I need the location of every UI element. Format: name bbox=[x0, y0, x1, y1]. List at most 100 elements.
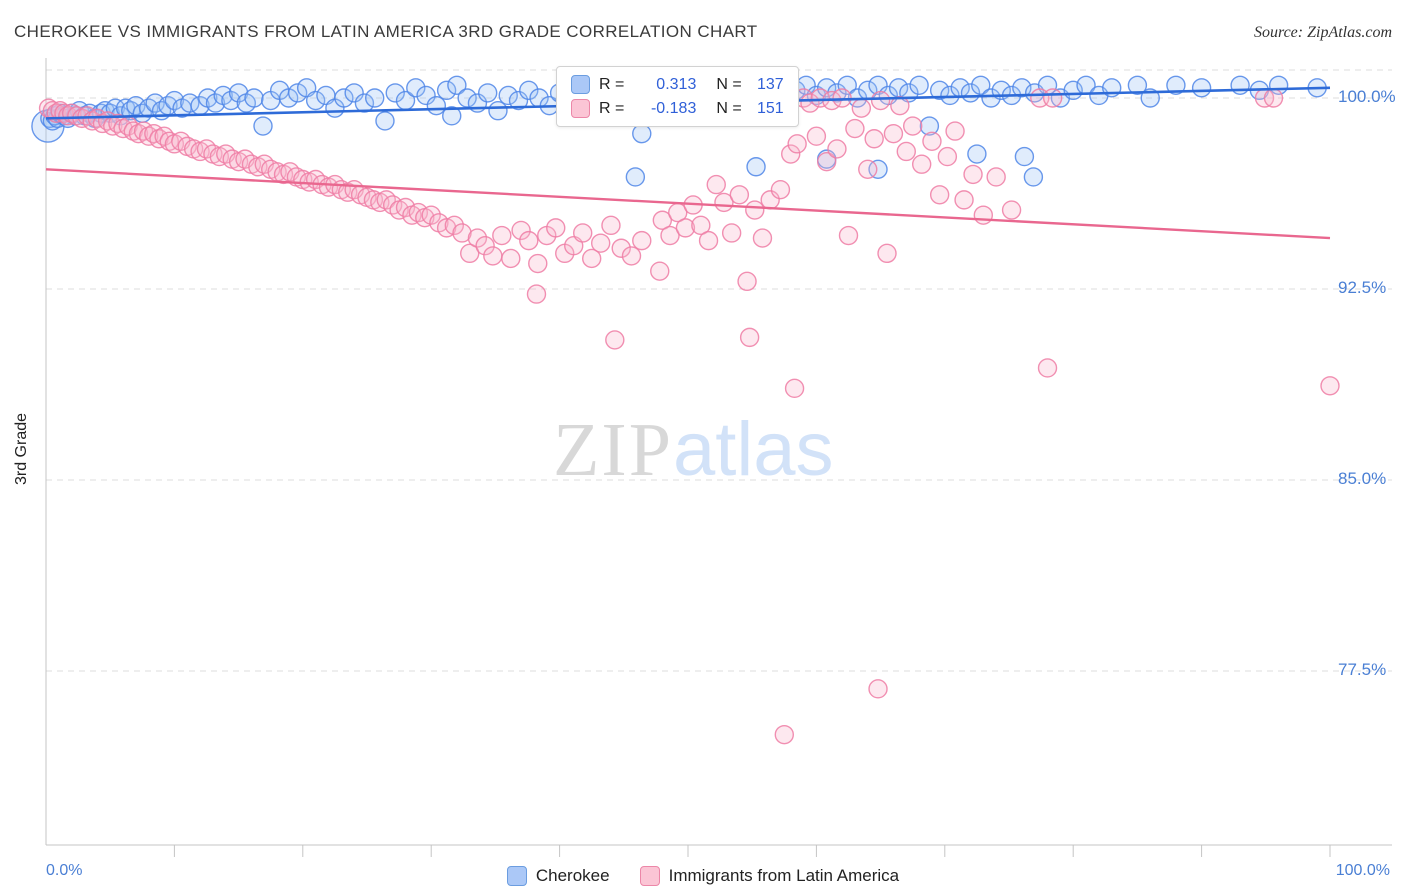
scatter-point-latin-america bbox=[868, 679, 888, 699]
y-axis-tick-labels: 100.0% 92.5% 85.0% 77.5% bbox=[1338, 0, 1406, 892]
scatter-point-cherokee bbox=[498, 85, 518, 106]
y-tick-label-100: 100.0% bbox=[1338, 87, 1396, 106]
scatter-point-cherokee bbox=[919, 116, 940, 136]
scatter-point-cherokee bbox=[967, 144, 987, 164]
scatter-point-latin-america bbox=[806, 126, 827, 146]
scatter-point-latin-america bbox=[511, 220, 531, 241]
scatter-point-latin-america bbox=[467, 228, 488, 248]
scatter-point-latin-america bbox=[632, 230, 652, 251]
watermark-zip: ZIP bbox=[553, 408, 673, 492]
scatter-point-latin-america bbox=[827, 139, 847, 159]
scatter-point-latin-america bbox=[421, 205, 441, 225]
scatter-point-latin-america bbox=[483, 246, 503, 266]
chart-legend: Cherokee Immigrants from Latin America bbox=[0, 866, 1406, 886]
correlation-stats-box: R = 0.313 N = 137 R = -0.183 N = 151 bbox=[556, 66, 799, 127]
scatter-point-cherokee bbox=[929, 80, 950, 101]
scatter-point-latin-america bbox=[870, 90, 891, 111]
scatter-point-latin-america bbox=[67, 106, 87, 126]
scatter-point-cherokee bbox=[442, 106, 462, 126]
scatter-point-cherokee bbox=[205, 93, 226, 113]
scatter-point-cherokee bbox=[253, 116, 273, 136]
scatter-point-cherokee bbox=[228, 83, 249, 103]
scatter-point-cherokee bbox=[746, 157, 766, 177]
scatter-point-latin-america bbox=[675, 218, 696, 238]
scatter-point-latin-america bbox=[883, 123, 904, 144]
scatter-point-cherokee bbox=[868, 75, 888, 95]
scatter-point-cherokee bbox=[385, 83, 405, 103]
scatter-point-cherokee bbox=[1230, 75, 1250, 95]
cherokee-swatch-icon bbox=[506, 866, 527, 886]
scatter-point-latin-america bbox=[601, 215, 621, 236]
scatter-point-latin-america bbox=[986, 167, 1006, 187]
scatter-point-cherokee bbox=[1191, 78, 1212, 98]
r-value-latin-america: -0.183 bbox=[650, 99, 697, 117]
n-value-cherokee: 137 bbox=[756, 75, 784, 93]
scatter-point-latin-america bbox=[784, 378, 805, 399]
scatter-point-latin-america bbox=[519, 230, 539, 251]
scatter-point-latin-america bbox=[528, 253, 548, 274]
scatter-point-latin-america bbox=[526, 284, 547, 304]
scatter-point-latin-america bbox=[706, 174, 726, 195]
scatter-point-latin-america bbox=[721, 223, 742, 243]
r-label: R = bbox=[599, 99, 625, 117]
x-axis-max-label: 100.0% bbox=[1335, 862, 1390, 879]
scatter-point-cherokee bbox=[1166, 75, 1186, 95]
scatter-point-latin-america bbox=[605, 330, 625, 350]
scatter-point-latin-america bbox=[582, 248, 602, 269]
scatter-point-latin-america bbox=[774, 724, 794, 745]
scatter-point-latin-america bbox=[945, 121, 965, 141]
y-tick-label-92.5: 92.5% bbox=[1338, 278, 1387, 297]
scatter-point-cherokee bbox=[406, 78, 426, 98]
scatter-point-latin-america bbox=[922, 131, 942, 151]
scatter-point-cherokee bbox=[457, 88, 477, 108]
scatter-point-cherokee bbox=[1014, 146, 1035, 167]
scatter-point-cherokee bbox=[436, 80, 457, 101]
scatter-point-latin-america bbox=[621, 246, 642, 266]
scatter-point-latin-america bbox=[937, 146, 958, 167]
scatter-point-cherokee bbox=[981, 88, 1001, 108]
scatter-point-latin-america bbox=[611, 238, 631, 258]
scatter-point-latin-america bbox=[737, 271, 757, 292]
scatter-point-cherokee bbox=[334, 88, 354, 108]
legend-item-cherokee: Cherokee bbox=[506, 866, 610, 886]
scatter-point-latin-america bbox=[739, 327, 760, 348]
scatter-point-latin-america bbox=[1001, 200, 1022, 220]
x-axis-min-label: 0.0% bbox=[46, 862, 83, 879]
scatter-point-cherokee bbox=[221, 90, 241, 111]
scatter-point-cherokee bbox=[1140, 88, 1160, 108]
scatter-point-latin-america bbox=[501, 248, 521, 269]
scatter-point-latin-america bbox=[963, 164, 983, 185]
scatter-point-cherokee bbox=[625, 167, 646, 187]
scatter-point-cherokee bbox=[1127, 75, 1148, 95]
source-link[interactable]: Source: ZipAtlas.com bbox=[1253, 24, 1392, 41]
scatter-point-latin-america bbox=[787, 134, 807, 154]
scatter-point-latin-america bbox=[123, 121, 144, 141]
scatter-point-latin-america bbox=[903, 116, 923, 136]
scatter-point-latin-america bbox=[698, 230, 719, 251]
scatter-point-latin-america bbox=[452, 223, 472, 243]
scatter-point-cherokee bbox=[278, 88, 299, 108]
scatter-point-latin-america bbox=[1320, 376, 1340, 396]
scatter-point-cherokee bbox=[344, 83, 364, 103]
y-tick-label-77.5: 77.5% bbox=[1338, 660, 1387, 679]
scatter-point-latin-america bbox=[492, 225, 512, 246]
scatter-point-latin-america bbox=[691, 215, 711, 236]
scatter-point-latin-america bbox=[816, 151, 837, 172]
scatter-point-latin-america bbox=[573, 223, 593, 243]
scatter-point-latin-america bbox=[954, 190, 974, 210]
n-label: N = bbox=[716, 75, 742, 93]
scatter-point-latin-america bbox=[1037, 358, 1058, 378]
scatter-point-cherokee bbox=[375, 111, 395, 131]
scatter-point-latin-america bbox=[436, 218, 457, 238]
chart-title: CHEROKEE VS IMMIGRANTS FROM LATIN AMERIC… bbox=[14, 22, 758, 41]
watermark-atlas: atlas bbox=[673, 407, 834, 492]
scatter-point-cherokee bbox=[416, 85, 436, 106]
scatter-point-latin-america bbox=[890, 95, 910, 116]
cherokee-legend-swatch bbox=[571, 75, 590, 94]
latin-america-swatch-icon bbox=[639, 866, 660, 886]
watermark: ZIPatlas bbox=[553, 412, 834, 489]
scatter-point-latin-america bbox=[652, 210, 673, 230]
scatter-point-cherokee bbox=[1023, 167, 1044, 187]
